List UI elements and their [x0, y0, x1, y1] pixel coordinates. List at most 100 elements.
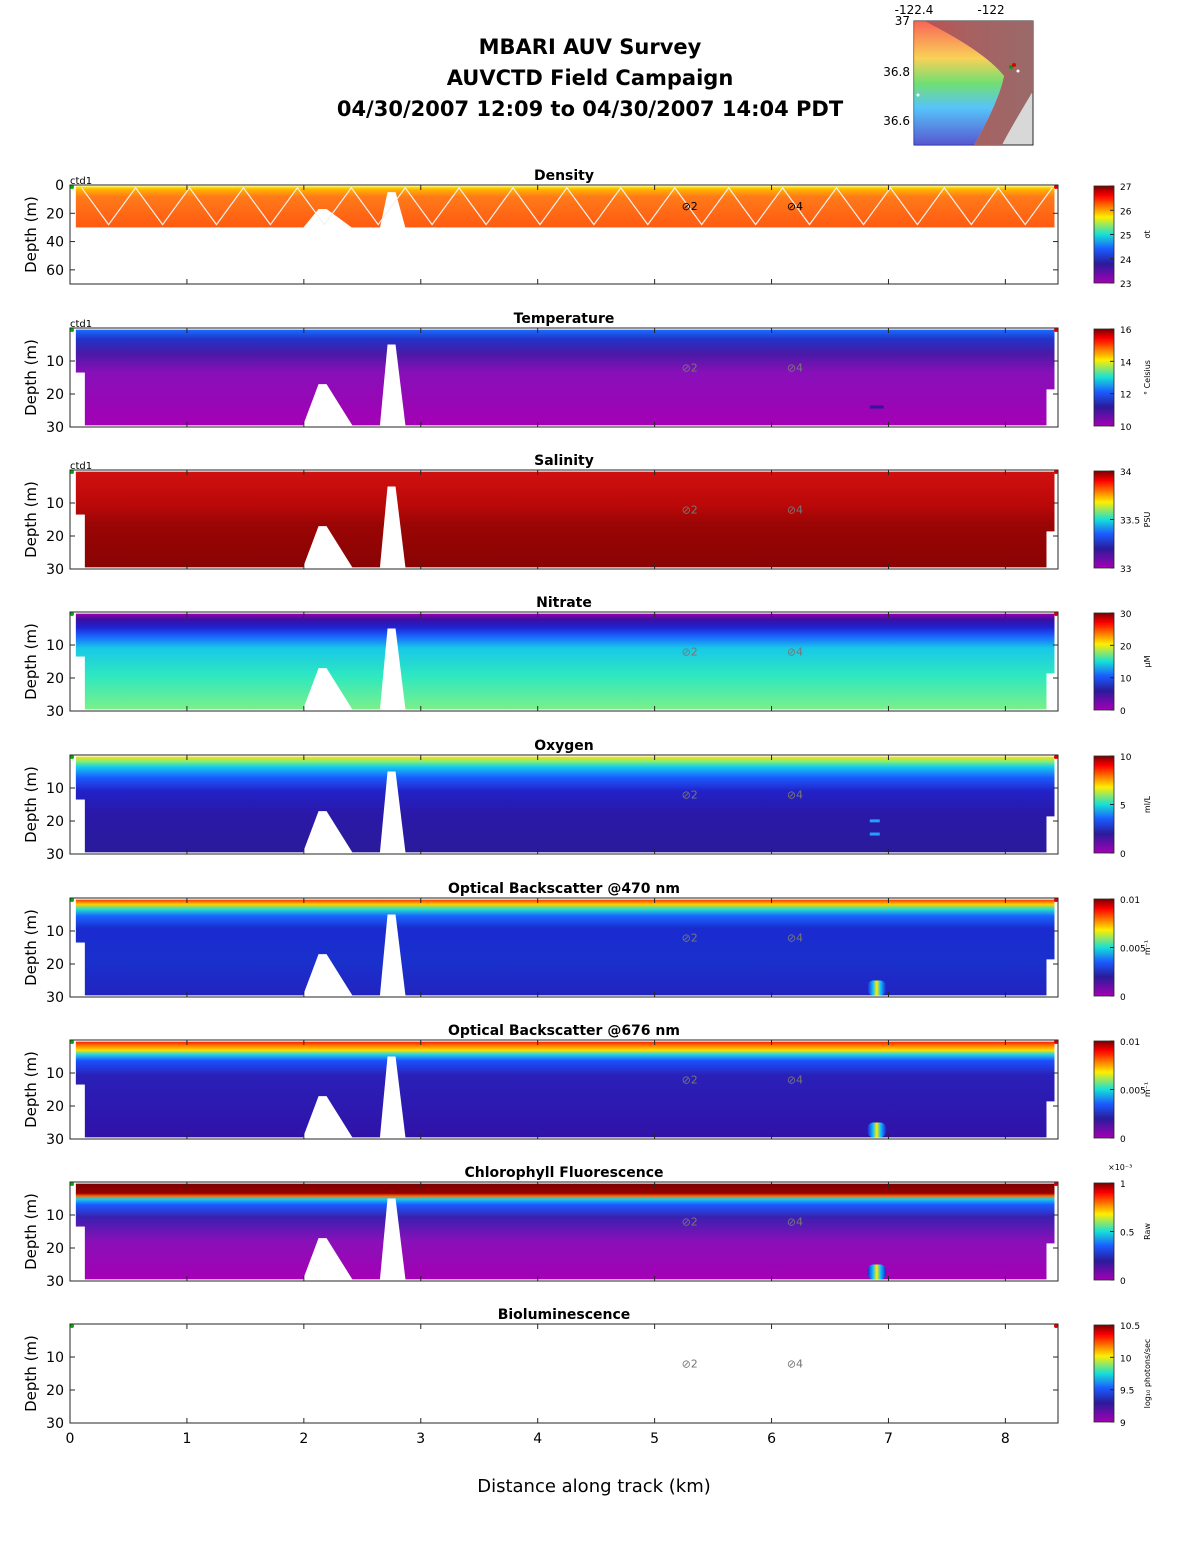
section-edge-right [1046, 959, 1056, 997]
y-tick-label: 40 [46, 235, 64, 251]
sample-marker: ⊘2 [682, 1216, 698, 1229]
track-end-marker [1054, 1324, 1058, 1328]
colorbar-tick-label: 25 [1120, 232, 1131, 242]
seafloor-gap-triangle [302, 209, 353, 229]
section-edge-left [74, 514, 85, 569]
colorbar-tick-label: 0.005 [1120, 945, 1146, 955]
colorbar-tick-label: 20 [1120, 642, 1132, 652]
figure-title-block: MBARI AUV Survey AUVCTD Field Campaign 0… [290, 32, 890, 125]
x-axis-label: Distance along track (km) [477, 1476, 711, 1497]
y-tick-label: 10 [46, 1350, 64, 1366]
inset-lon-tick-label: -122.4 [895, 3, 934, 17]
bright-patch [867, 980, 887, 996]
section-field [75, 756, 1055, 853]
colorbar-label: ° Celsius [1143, 360, 1152, 395]
colorbar-tick-label: 5 [1120, 802, 1126, 812]
track-start-marker [70, 1182, 74, 1186]
y-tick-label: 20 [46, 814, 64, 830]
y-axis-label: Depth (m) [22, 766, 40, 843]
seafloor-gap-triangle [302, 526, 353, 569]
section-field [75, 613, 1055, 710]
colorbar-tick-label: 24 [1120, 256, 1132, 266]
colorbar-tick-label: 0.01 [1120, 896, 1140, 906]
y-axis-label: Depth (m) [22, 909, 40, 986]
panel-salinity: Salinity ⊘2 ⊘4 10 20 30 Depth (m) ctd1 34 33.5 33 P… [22, 453, 1152, 578]
sample-marker: ⊘4 [787, 200, 803, 213]
y-tick-label: 10 [46, 638, 64, 654]
axes-frame [69, 1323, 1059, 1424]
y-tick-label: 30 [46, 562, 64, 578]
inset-marker [1016, 69, 1020, 73]
inset-lon-tick-label: -122 [977, 3, 1004, 17]
colorbar-label: m⁻¹ [1143, 940, 1152, 955]
x-tick-label: 8 [1001, 1431, 1010, 1447]
seafloor-gap-spike [379, 914, 406, 997]
section-edge-left [74, 656, 85, 711]
x-tick-label: 2 [299, 1431, 308, 1447]
ctd-label: ctd1 [70, 319, 92, 330]
sample-marker: ⊘2 [682, 200, 698, 213]
seafloor-gap-spike [379, 1198, 406, 1281]
colorbar [1093, 1324, 1115, 1423]
sample-marker: ⊘2 [682, 504, 698, 517]
colorbar-tick-label: 0 [1120, 993, 1126, 1003]
seafloor-gap-triangle [302, 811, 353, 854]
inset-lat-tick-label: 36.6 [883, 114, 910, 128]
track-end-marker [1054, 612, 1058, 616]
bright-patch [869, 832, 880, 836]
ctd-label: ctd1 [70, 461, 92, 472]
section-edge-right [1046, 1243, 1056, 1281]
panel-title: Optical Backscatter @676 nm [448, 1023, 680, 1039]
figure-title-line-3: 04/30/2007 12:09 to 04/30/2007 14:04 PDT [336, 97, 844, 121]
seafloor-gap-spike [379, 1056, 406, 1139]
y-axis-label: Depth (m) [22, 339, 40, 416]
axes-frame [69, 469, 1059, 570]
colorbar [1093, 612, 1115, 711]
axes-frame [69, 1181, 1059, 1282]
sample-marker: ⊘4 [787, 1358, 803, 1371]
track-end-marker [1054, 1182, 1058, 1186]
y-tick-label: 30 [46, 1416, 64, 1432]
track-start-marker [70, 755, 74, 759]
x-tick-label: 7 [884, 1431, 893, 1447]
colorbar-label: log₁₀ photons/sec [1143, 1339, 1152, 1409]
inset-track-end [1012, 63, 1016, 67]
colorbar-tick-label: 10 [1120, 675, 1132, 685]
section-field [75, 1183, 1055, 1280]
auv-track-line [81, 186, 1053, 226]
y-tick-label: 20 [46, 206, 64, 222]
colorbar-tick-label: 0 [1120, 1135, 1126, 1145]
section-field [75, 471, 1055, 568]
y-axis-label: Depth (m) [22, 1193, 40, 1270]
seafloor-gap-triangle [302, 1238, 353, 1281]
panel-title: Oxygen [534, 738, 594, 754]
sample-marker: ⊘2 [682, 1074, 698, 1087]
y-tick-label: 20 [46, 957, 64, 973]
section-field [75, 329, 1055, 426]
panel-nitrate: Nitrate ⊘2 ⊘4 10 20 30 Depth (m) 30 20 10 0 μM [22, 595, 1152, 720]
y-tick-label: 20 [46, 529, 64, 545]
sample-marker: ⊘2 [682, 932, 698, 945]
y-tick-label: 20 [46, 1383, 64, 1399]
axes-frame [69, 184, 1059, 285]
seafloor-gap-spike [379, 628, 406, 711]
panel-oxygen: Oxygen ⊘2 ⊘4 10 20 30 Depth (m) 10 5 0 ml/L [22, 738, 1152, 863]
axes-frame [69, 897, 1059, 998]
panel-density: Density ⊘2 ⊘4 0 20 40 60 Depth (m) ctd1 27 26 25 24 2… [22, 168, 1152, 290]
colorbar-tick-label: 1 [1120, 1180, 1126, 1190]
track-start-marker [70, 898, 74, 902]
colorbar-tick-label: 30 [1120, 610, 1132, 620]
seafloor-gap-triangle [302, 954, 353, 997]
seafloor-gap-spike [379, 192, 406, 229]
section-edge-right [1046, 531, 1056, 569]
section-edge-right [1046, 816, 1056, 854]
y-tick-label: 30 [46, 1132, 64, 1148]
colorbar-tick-label: 12 [1120, 391, 1131, 401]
colorbar-tick-label: 0 [1120, 1277, 1126, 1287]
y-tick-label: 30 [46, 420, 64, 436]
track-start-marker [70, 470, 74, 474]
track-end-marker [1054, 898, 1058, 902]
colorbar-label: μM [1143, 655, 1152, 667]
panel-title: Bioluminescence [498, 1307, 631, 1323]
axes-frame [69, 327, 1059, 428]
